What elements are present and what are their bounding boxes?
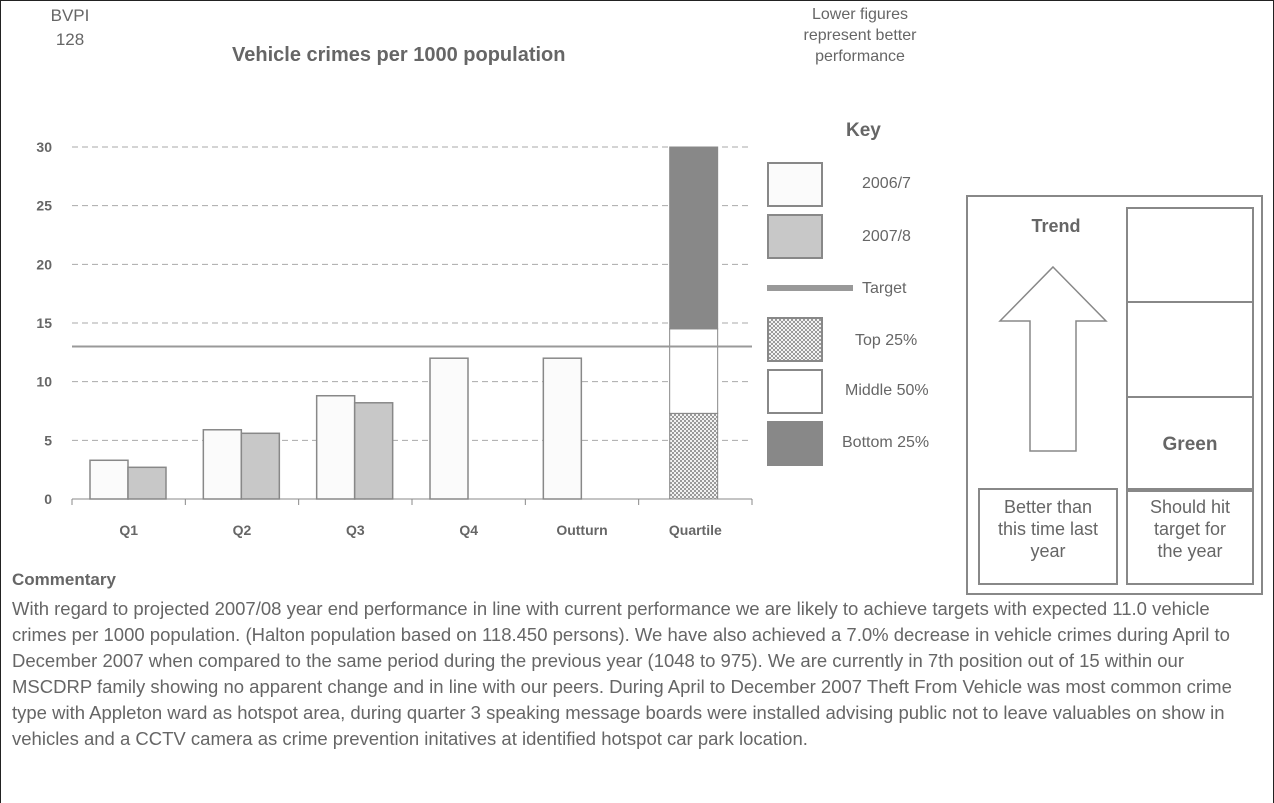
key-swatch-target (767, 285, 853, 291)
trend-status: Green (1162, 434, 1218, 455)
bar-2007-8 (240, 432, 281, 500)
caption-right-line-3: the year (1157, 541, 1223, 561)
commentary-title: Commentary (12, 570, 116, 589)
y-tick-label: 15 (36, 315, 52, 331)
key-label-target: Target (862, 280, 907, 297)
caption-left-line-1: Better than (1003, 497, 1093, 517)
y-tick-label: 10 (36, 374, 52, 390)
trend-cell-top (1126, 207, 1254, 303)
key-swatch-2006 (767, 162, 823, 207)
quartile-bottom25 (669, 146, 719, 330)
x-tick-label: Q4 (459, 522, 478, 538)
trend-cell-bottom: Green (1126, 396, 1254, 492)
chart-title: Vehicle crimes per 1000 population (232, 44, 566, 66)
key-swatch-middle50 (767, 369, 823, 414)
quartile-middle50 (669, 328, 719, 414)
bvpi-code: BVPI (50, 6, 90, 25)
bar-2006-7 (542, 357, 583, 500)
key-title: Key (846, 120, 881, 141)
caption-right-line-2: target for (1153, 519, 1227, 539)
caption-left-line-2: this time last (997, 519, 1099, 539)
trend-title: Trend (1031, 216, 1081, 236)
caption-left-line-3: year (1030, 541, 1066, 561)
bar-chart: 0 5 10 15 20 25 30 Q1 Q2 Q3 Q4 Outturn Quartile (36, 139, 753, 538)
performance-note: Lower figures represent better performan… (760, 4, 960, 67)
trend-caption-left-box: Better than this time last year (978, 488, 1118, 585)
bar-2006-7 (202, 429, 243, 500)
y-tick-label: 0 (44, 491, 52, 507)
x-tick-label: Q1 (119, 522, 138, 538)
trend-panel: Trend Green Better than this time last y… (966, 195, 1263, 595)
key-label-bottom25: Bottom 25% (842, 434, 930, 451)
trend-caption-right-box: Should hit target for the year (1126, 488, 1254, 585)
key-swatch-top25 (767, 317, 823, 362)
x-tick-label: Q2 (233, 522, 252, 538)
trend-up-arrow-icon (998, 265, 1108, 452)
y-tick-label: 20 (36, 256, 52, 272)
bar-2006-7 (429, 357, 469, 500)
trend-cell-middle (1126, 301, 1254, 398)
x-tick-label: Outturn (556, 522, 607, 538)
bar-2007-8 (353, 402, 394, 500)
key-label-middle50: Middle 50% (845, 382, 929, 399)
note-line-3: performance (815, 48, 905, 65)
bar-2006-7 (89, 459, 129, 500)
bar-2007-8 (127, 466, 167, 500)
caption-right-line-1: Should hit (1149, 497, 1231, 517)
x-tick-label: Quartile (669, 522, 722, 538)
bvpi-number: 128 (55, 30, 85, 49)
key-swatch-2007 (767, 214, 823, 259)
trend-caption-right: Should hit target for the year (1128, 496, 1252, 562)
note-line-1: Lower figures (811, 6, 909, 23)
y-tick-label: 5 (44, 432, 52, 448)
key-swatch-bottom25 (767, 421, 823, 466)
y-tick-label: 30 (36, 139, 52, 155)
commentary-text: With regard to projected 2007/08 year en… (12, 598, 1232, 749)
note-line-2: represent better (803, 27, 917, 44)
y-tick-label: 25 (36, 198, 52, 214)
key-label-2006: 2006/7 (862, 175, 911, 192)
quartile-top25 (669, 412, 719, 500)
trend-caption-left: Better than this time last year (980, 496, 1116, 562)
key-label-2007: 2007/8 (862, 228, 911, 245)
key-label-top25: Top 25% (855, 332, 918, 349)
x-tick-label: Q3 (346, 522, 365, 538)
bvpi-label: BVPI 128 (40, 4, 100, 52)
bar-2006-7 (315, 394, 356, 500)
